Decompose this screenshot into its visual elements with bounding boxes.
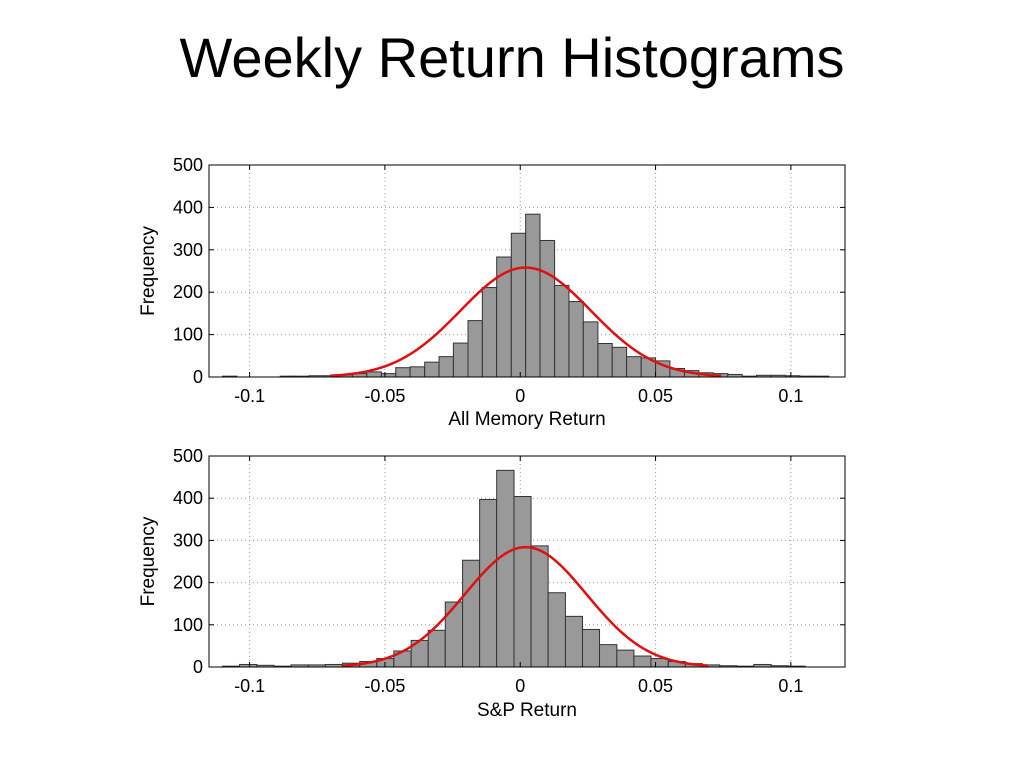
histogram-bar (581, 628, 601, 668)
histogram-bar (611, 346, 628, 378)
y-axis-label: Frequency (138, 226, 159, 316)
histogram-bar (510, 232, 527, 378)
y-tick-label: 300 (173, 240, 203, 260)
normal-fit-curve (342, 545, 709, 667)
histogram-bar (467, 320, 483, 378)
normal-fit-curve (329, 266, 722, 378)
y-tick-label: 300 (173, 530, 203, 550)
histogram-bar (481, 287, 498, 378)
y-tick-label: 400 (173, 488, 203, 508)
histogram-bar (539, 239, 556, 378)
x-tick-label: 0.05 (638, 386, 673, 406)
x-tick-label: 0 (515, 386, 525, 406)
histogram-bar (424, 361, 440, 378)
histogram-bar (530, 545, 549, 668)
x-tick-label: 0.1 (778, 676, 803, 696)
histogram-bar (626, 356, 642, 378)
histogram-bar (366, 371, 382, 378)
plot-frame (208, 455, 846, 668)
histogram-bar (525, 213, 541, 378)
y-axis-label: Frequency (138, 516, 159, 606)
histogram-bar (597, 343, 613, 378)
histogram-bar (444, 601, 464, 668)
y-tick-label: 100 (173, 325, 203, 345)
x-tick-label: 0.1 (778, 386, 803, 406)
x-tick-label: -0.1 (234, 676, 265, 696)
histogram-bar (452, 342, 469, 378)
y-tick-label: 500 (173, 155, 203, 175)
histogram-bar (650, 658, 669, 668)
y-tick-label: 0 (193, 657, 203, 677)
x-axis-label: S&P Return (477, 700, 577, 721)
histogram-panel: -0.1 -0.05 0 0.05 0.1 0 100 200 300 400 500 S&P Ret… (138, 446, 846, 721)
histogram-bar (479, 498, 498, 668)
histogram-bar (582, 321, 599, 378)
histogram-bar (409, 366, 426, 378)
histogram-bar (554, 284, 570, 378)
x-tick-label: -0.05 (364, 386, 405, 406)
slide-title: Weekly Return Histograms (179, 26, 845, 89)
histogram-panel: -0.1 -0.05 0 0.05 0.1 0 100 200 300 400 500 All Mem… (138, 155, 846, 430)
y-tick-label: 100 (173, 615, 203, 635)
histogram-bar (496, 469, 515, 668)
histogram-bar (633, 655, 652, 668)
histogram-bar (568, 301, 584, 378)
x-tick-label: -0.1 (234, 386, 265, 406)
y-tick-label: 200 (173, 573, 203, 593)
x-axis-label: All Memory Return (448, 409, 605, 430)
histogram-bar (599, 644, 618, 668)
histogram-bar (380, 373, 397, 378)
y-tick-label: 200 (173, 282, 203, 302)
histogram-bar (616, 649, 635, 668)
histogram-bar (438, 356, 454, 378)
y-tick-label: 500 (173, 446, 203, 466)
histogram-bar (564, 615, 583, 668)
x-tick-label: 0.05 (638, 676, 673, 696)
plot-frame (208, 164, 846, 378)
histogram-bar (427, 629, 446, 668)
y-tick-label: 0 (193, 367, 203, 387)
histogram-bar (513, 496, 532, 668)
histogram-bar (462, 559, 481, 668)
histogram-bar (547, 592, 566, 668)
y-tick-label: 400 (173, 197, 203, 217)
x-tick-label: 0 (515, 676, 525, 696)
x-tick-label: -0.05 (364, 676, 405, 696)
histogram-bar (395, 367, 411, 378)
